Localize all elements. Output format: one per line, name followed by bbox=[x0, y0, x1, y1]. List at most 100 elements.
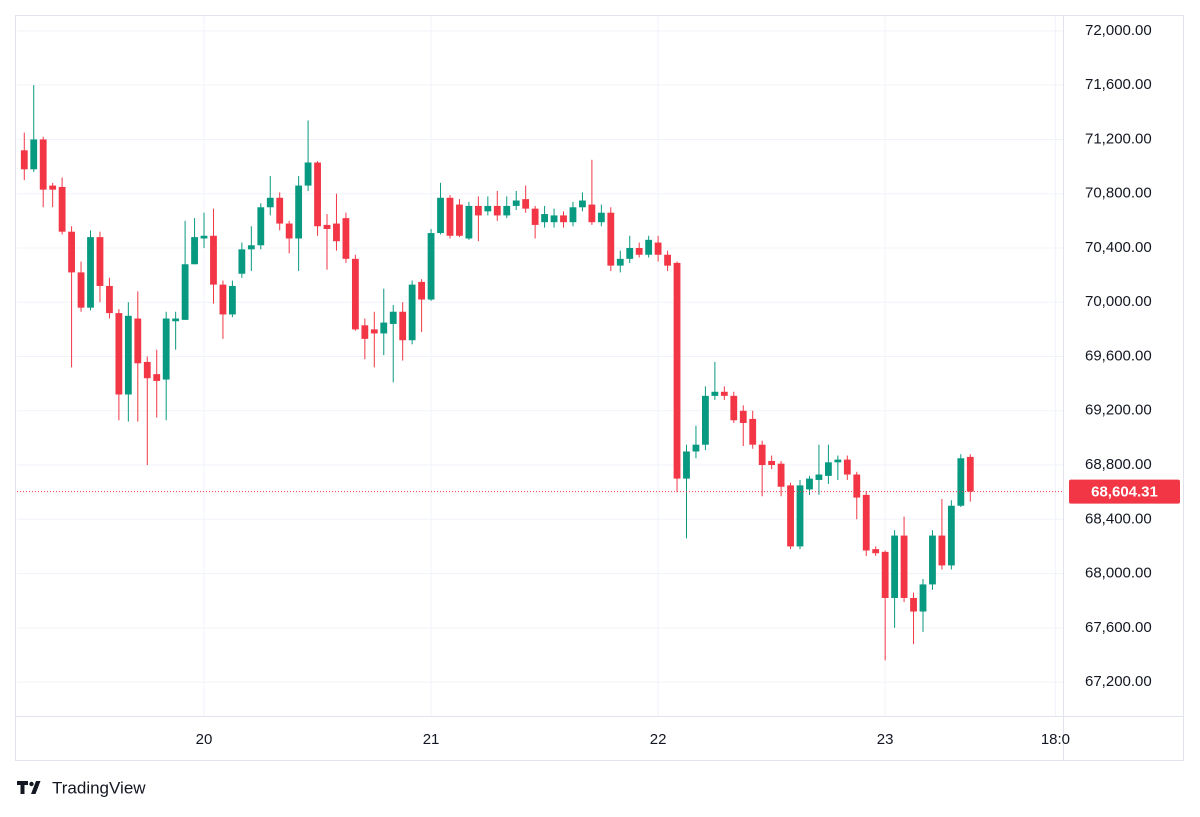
candle-body bbox=[191, 237, 198, 265]
candle-body bbox=[730, 395, 738, 421]
x-tick-label: 21 bbox=[423, 731, 440, 748]
candle-body bbox=[966, 456, 974, 492]
candle-body bbox=[153, 374, 161, 381]
candle-body bbox=[787, 485, 794, 547]
candle-body bbox=[200, 235, 208, 239]
candle-body bbox=[389, 311, 397, 324]
candle-body bbox=[370, 329, 378, 334]
candle-body bbox=[560, 215, 567, 223]
candle-body bbox=[891, 535, 899, 598]
candle-body bbox=[702, 395, 709, 445]
candle-body bbox=[124, 315, 132, 395]
candle-body bbox=[323, 224, 331, 229]
candle-body bbox=[49, 185, 57, 190]
candle-body bbox=[824, 462, 832, 476]
candle-body bbox=[172, 318, 180, 322]
candle-body bbox=[493, 205, 501, 216]
candle-body bbox=[115, 313, 123, 395]
brand: TradingView bbox=[52, 778, 146, 797]
candle-body bbox=[616, 258, 624, 266]
candle-body bbox=[777, 463, 785, 487]
candle-body bbox=[919, 584, 927, 612]
candle-body bbox=[853, 474, 861, 498]
y-tick-label: 70,800.00 bbox=[1085, 185, 1152, 202]
candle-body bbox=[247, 245, 255, 250]
candle-body bbox=[162, 318, 170, 380]
candle-body bbox=[635, 247, 643, 255]
candle-body bbox=[626, 247, 634, 259]
candle-body bbox=[796, 485, 804, 547]
candle-body bbox=[30, 139, 38, 170]
x-tick-label: 22 bbox=[650, 731, 667, 748]
candle-body bbox=[276, 197, 284, 224]
candle-body bbox=[408, 284, 416, 341]
candle-body bbox=[550, 215, 558, 223]
candle-body bbox=[39, 139, 47, 190]
candle-body bbox=[257, 207, 265, 246]
candle-body bbox=[295, 185, 303, 239]
candle-body bbox=[181, 264, 189, 320]
candle-body bbox=[806, 478, 813, 490]
grid bbox=[17, 16, 1063, 716]
chart-frame bbox=[15, 15, 1184, 761]
candle-body bbox=[531, 208, 539, 225]
last-price-label: 68,604.31 bbox=[1091, 484, 1158, 501]
candle-body bbox=[834, 459, 842, 463]
candle-body bbox=[446, 197, 454, 236]
candle-body bbox=[143, 361, 151, 379]
candle-body bbox=[503, 205, 511, 216]
y-tick-label: 67,600.00 bbox=[1085, 619, 1152, 636]
candle-body bbox=[569, 207, 577, 223]
candle-body bbox=[484, 205, 492, 212]
candle-body bbox=[437, 197, 444, 234]
candle-body bbox=[522, 199, 530, 209]
candle-body bbox=[692, 444, 700, 452]
y-tick-label: 71,600.00 bbox=[1085, 76, 1152, 93]
candle-body bbox=[588, 204, 596, 223]
x-tick-label: 18:0 bbox=[1041, 731, 1070, 748]
candle-body bbox=[229, 285, 236, 315]
candle-body bbox=[843, 459, 851, 475]
candle-body bbox=[77, 272, 85, 308]
candle-body bbox=[87, 237, 94, 308]
candle-body bbox=[465, 205, 473, 239]
candle-body bbox=[711, 391, 719, 396]
candle-body bbox=[683, 451, 690, 479]
candle-body bbox=[351, 258, 359, 330]
candle-body bbox=[456, 204, 463, 236]
candle-body bbox=[541, 214, 548, 223]
candle-body bbox=[474, 205, 482, 216]
candle-body bbox=[881, 551, 889, 598]
candle-body bbox=[872, 549, 880, 554]
candle-body bbox=[862, 494, 870, 551]
candle-body bbox=[758, 444, 766, 466]
candle-body bbox=[929, 535, 936, 585]
candle-body bbox=[947, 505, 955, 566]
candle-body bbox=[96, 237, 104, 286]
candle-body bbox=[210, 235, 217, 285]
candle-body bbox=[58, 186, 66, 232]
candle-body bbox=[219, 284, 227, 315]
candle-body bbox=[512, 200, 520, 206]
candle-body bbox=[664, 254, 671, 266]
y-tick-label: 68,400.00 bbox=[1085, 510, 1152, 527]
candle-body bbox=[938, 535, 946, 566]
candle-body bbox=[333, 223, 340, 242]
y-tick-label: 67,200.00 bbox=[1085, 673, 1152, 690]
candle-body bbox=[900, 535, 908, 598]
x-tick-label: 20 bbox=[196, 731, 213, 748]
x-tick-label: 23 bbox=[877, 731, 894, 748]
y-tick-label: 69,600.00 bbox=[1085, 347, 1152, 364]
candle-body bbox=[238, 249, 246, 274]
candle-body bbox=[342, 218, 350, 259]
candle-body bbox=[134, 318, 142, 364]
y-tick-label: 72,000.00 bbox=[1085, 22, 1152, 39]
candle-body bbox=[579, 200, 586, 208]
candle-body bbox=[304, 162, 312, 186]
candle-body bbox=[427, 233, 435, 300]
candle-body bbox=[380, 322, 388, 334]
candle-body bbox=[815, 474, 823, 480]
y-tick-label: 68,800.00 bbox=[1085, 456, 1152, 473]
candle-body bbox=[768, 460, 776, 466]
